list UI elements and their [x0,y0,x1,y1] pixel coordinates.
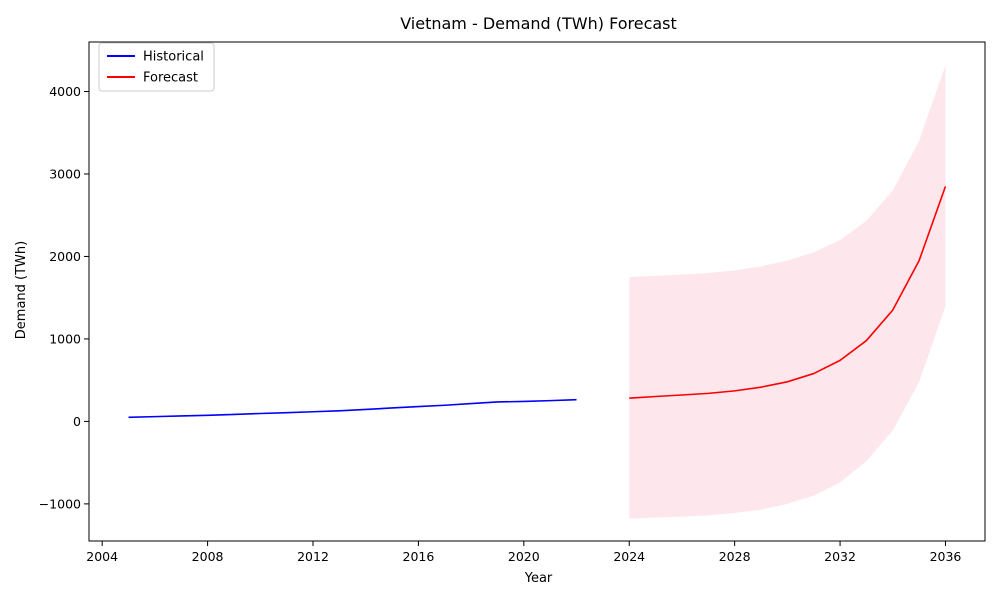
x-tick-label: 2020 [508,549,540,564]
plot-frame [88,41,986,542]
series-line-historical [128,398,577,419]
y-tick-label: −1000 [39,496,81,511]
x-tick-label: 2032 [824,549,856,564]
confidence-band-layer [629,65,946,519]
x-tick-label: 2028 [719,549,751,564]
y-tick-label: 4000 [49,84,81,99]
y-tick-label: 2000 [49,249,81,264]
x-axis-label: Year [524,571,553,586]
x-tick-label: 2024 [613,549,645,564]
x-tick-label: 2036 [930,549,962,564]
confidence-band-forecast [629,65,946,519]
chart-title: Vietnam - Demand (TWh) Forecast [400,14,677,33]
y-tick-label: 3000 [49,166,81,181]
x-tick-label: 2012 [297,549,329,564]
x-tick-label: 2016 [403,549,435,564]
tick-layer: 2004 2008 2012 2016 2020 2024 2028 2032 2036 −100… [39,84,962,564]
y-axis-label: Demand (TWh) [14,241,29,339]
x-tick-label: 2008 [192,549,224,564]
legend: Historical Forecast [98,42,215,92]
y-tick-label: 1000 [49,331,81,346]
legend-label-forecast: Forecast [143,71,198,86]
series-line-forecast [629,186,947,399]
axes-layer [88,41,986,542]
x-tick-label: 2004 [86,549,118,564]
series-line-layer [128,186,947,419]
legend-label-historical: Historical [143,50,204,65]
y-tick-label: 0 [73,414,81,429]
